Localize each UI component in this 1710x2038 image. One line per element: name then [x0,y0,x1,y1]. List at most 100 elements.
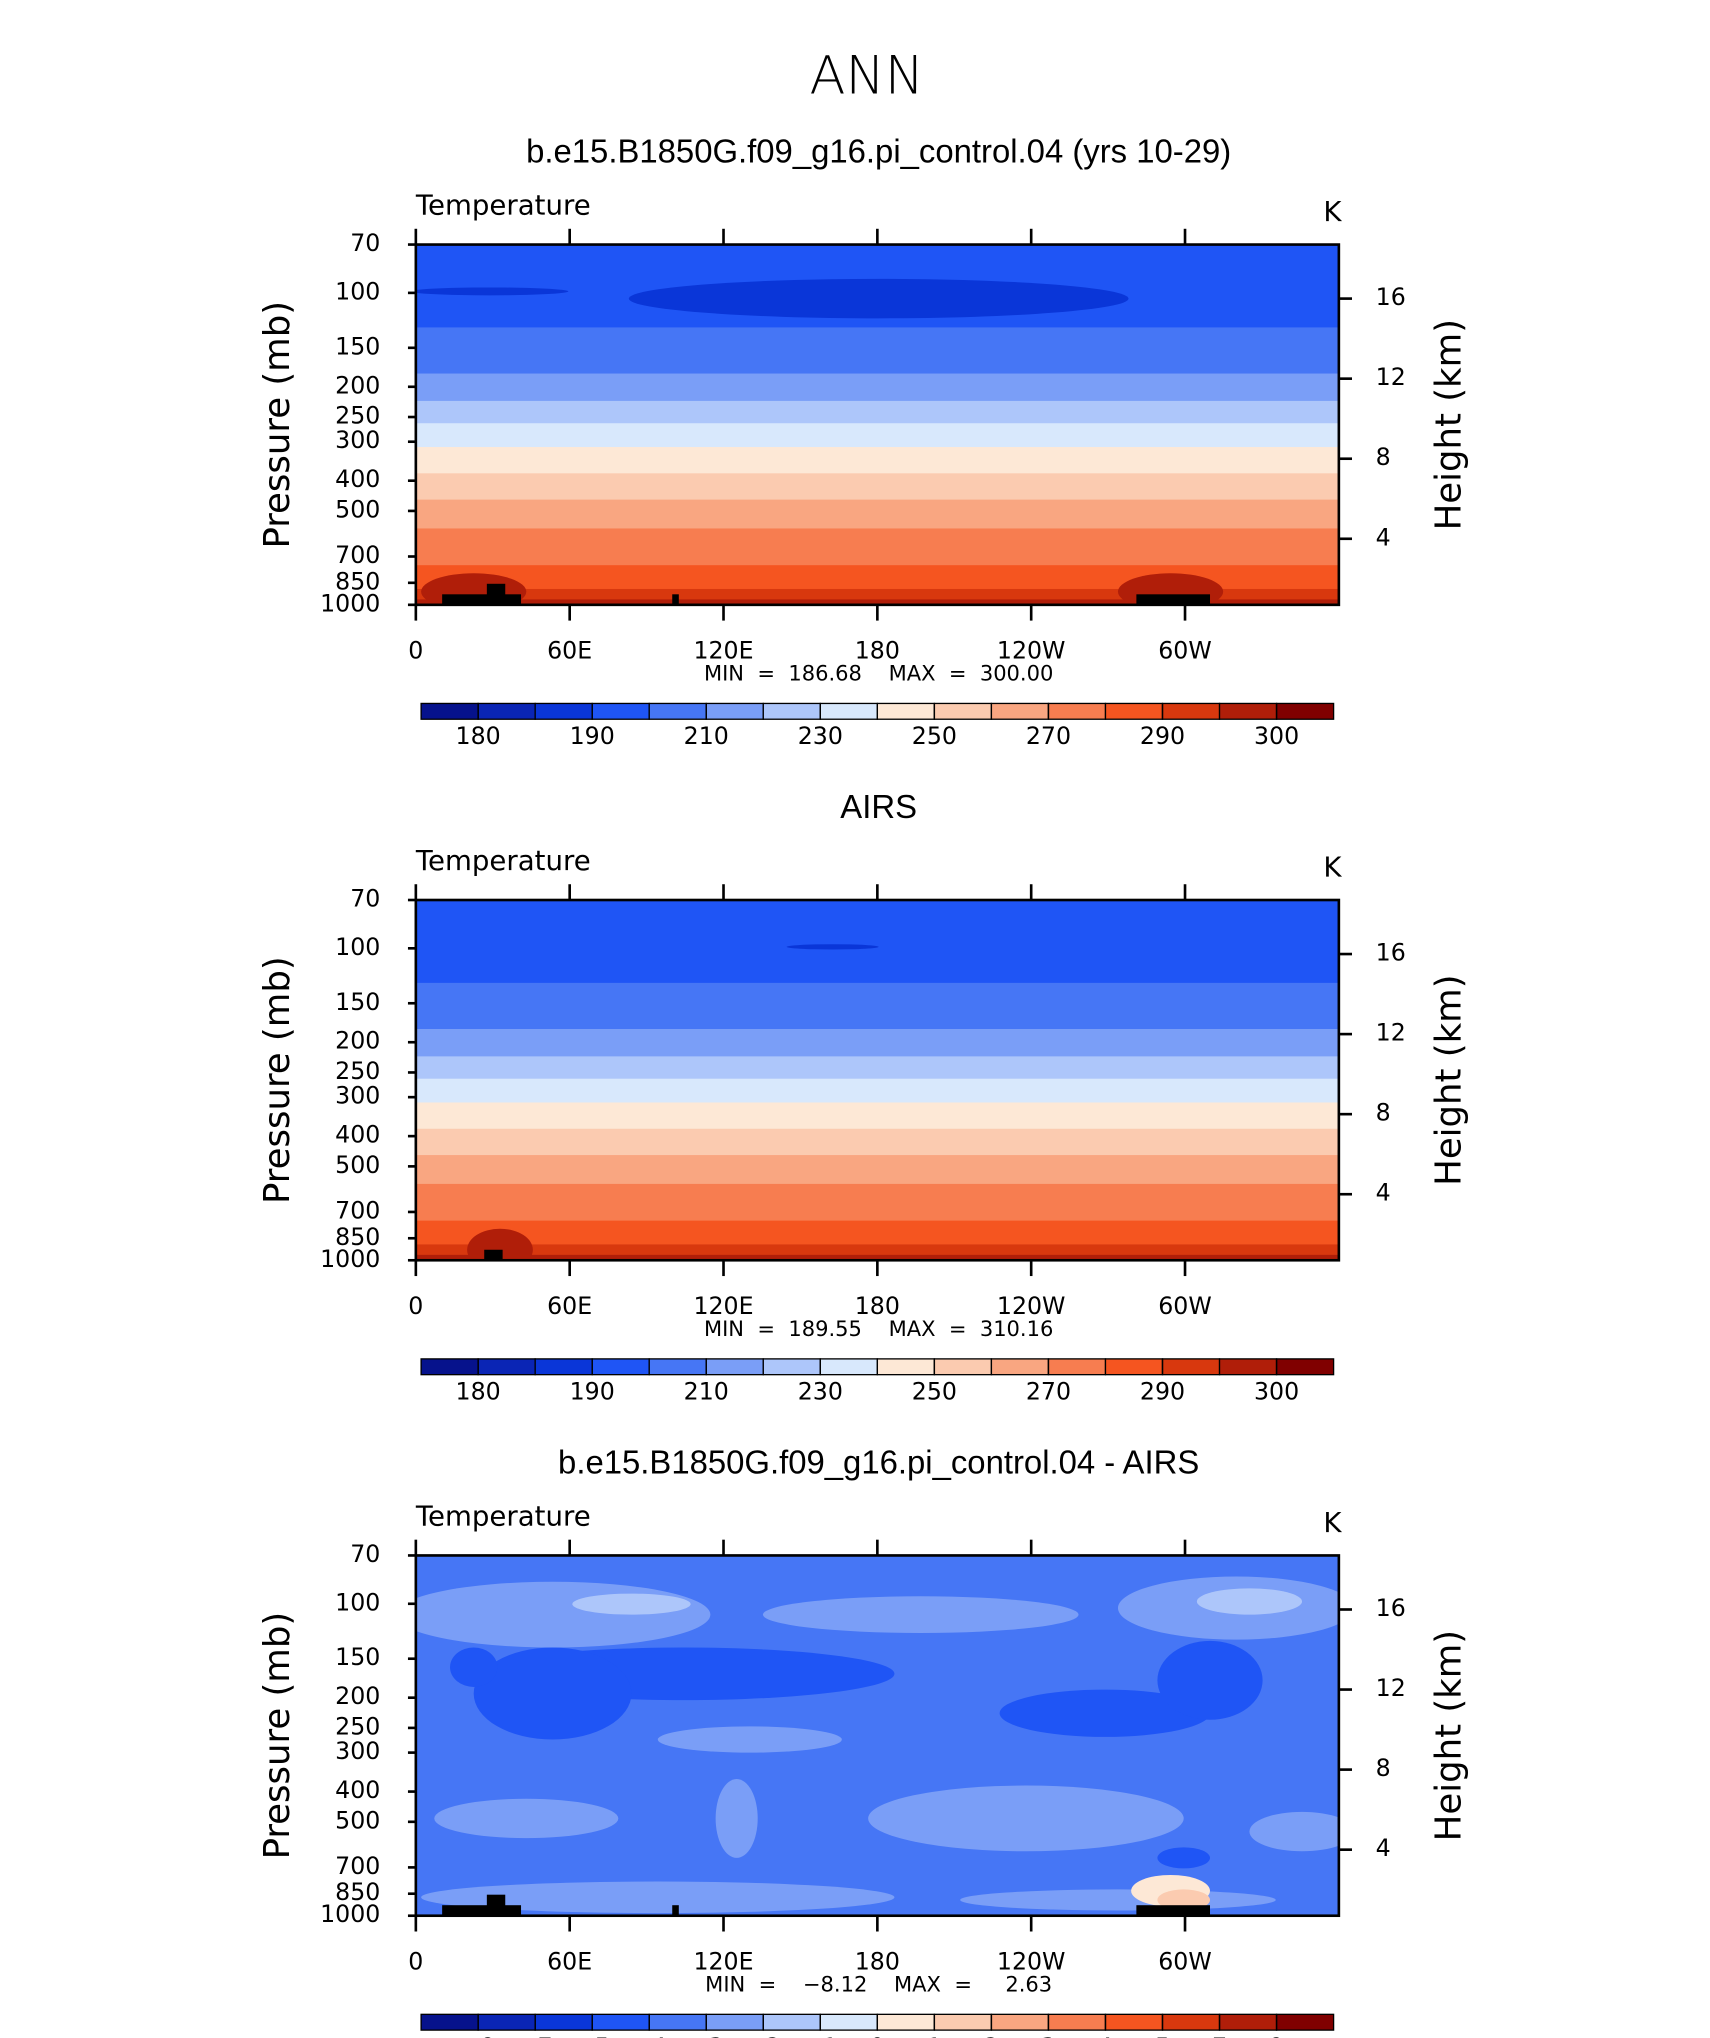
colorbar-label: 300 [1254,722,1299,750]
colorbar-box [591,2013,650,2031]
x-tick-label: 120E [693,1948,753,1976]
land-mask [1136,594,1211,605]
colorbar-label: 250 [912,1378,957,1406]
x-tick-label: 0 [408,637,423,665]
units-label: K [1323,1506,1342,1539]
colorbar-box [933,2013,993,2031]
contour-band [415,447,1339,474]
y2-tick-label: 16 [1376,283,1406,311]
y-tick-label: 200 [335,1027,380,1055]
y2-tick-label: 8 [1376,443,1391,471]
contour-patch [628,278,1129,319]
x-tick-label: 0 [408,1948,423,1976]
land-mask [484,1249,503,1261]
y-tick-label: 500 [335,1806,380,1834]
variable-label: Temperature [415,188,591,221]
colorbar-box [1275,702,1335,720]
y-tick-label: 400 [335,1121,380,1149]
colorbar-label: 190 [570,722,615,750]
colorbar-box [705,1358,764,1376]
contour-band [415,528,1339,566]
x-tick-label: 60W [1158,637,1211,665]
colorbar-box [420,702,479,720]
colorbar-box [990,1358,1050,1376]
contour-band [415,373,1339,402]
colorbar-box [876,1358,936,1376]
x-tick-label: 60E [547,637,592,665]
colorbar-box [1161,1358,1221,1376]
contour-patch [868,1785,1184,1852]
colorbar-label: 1 [927,2033,942,2038]
x-tick-label: 180 [855,637,900,665]
colorbar-label: −1 [803,2033,838,2038]
contour-band [415,327,1339,375]
y-tick-label: 70 [350,885,380,913]
contour-patch [657,1726,842,1753]
land-mask [672,594,679,605]
y-tick-label: 500 [335,1151,380,1179]
colorbar-box [1275,2013,1335,2031]
y2-tick-label: 4 [1376,1179,1391,1207]
y-tick-label: 300 [335,1737,380,1765]
contour-band [415,588,1339,601]
contour-band [415,400,1339,424]
y-tick-label: 150 [335,1643,380,1671]
field [415,1555,1339,1916]
contour-patch [572,1593,691,1615]
y2-axis-label: Height (km) [1429,1630,1470,1841]
variable-label: Temperature [415,844,591,877]
contour-patch [1157,1847,1211,1869]
contour-band [415,599,1339,605]
colorbar-box [1047,2013,1107,2031]
x-tick-label: 60W [1158,1948,1211,1976]
y-tick-label: 250 [335,1712,380,1740]
y2-tick-label: 16 [1376,939,1406,967]
colorbar-box [876,702,936,720]
colorbar-box [762,2013,821,2031]
x-tick-label: 120E [693,1292,753,1320]
units-label: K [1323,195,1342,228]
contour-band [415,473,1339,501]
colorbar-label: 2 [984,2033,999,2038]
field [415,900,1339,1261]
colorbar-label: 210 [684,722,729,750]
y-tick-label: 250 [335,1057,380,1085]
colorbar-label: 3 [1041,2033,1056,2038]
colorbar-box [990,2013,1050,2031]
y-axis-label: Pressure (mb) [257,1612,298,1860]
land-mask [486,1894,506,1916]
y-tick-label: 100 [335,933,380,961]
y-tick-label: 1000 [320,1245,380,1273]
y2-tick-label: 4 [1376,523,1391,551]
colorbar-box [990,702,1050,720]
contour-band [415,1244,1339,1256]
colorbar-label: 5 [1155,2033,1170,2038]
colorbar-box [762,1358,821,1376]
colorbar-box [1161,702,1221,720]
x-tick-label: 120E [693,637,753,665]
figure-title: ANN [810,46,925,107]
colorbar-box [705,2013,764,2031]
contour-patch [762,1596,1079,1634]
colorbar-box [819,1358,879,1376]
colorbar-box [534,702,593,720]
x-tick-label: 180 [855,1292,900,1320]
panel-title: b.e15.B1850G.f09_g16.pi_control.04 (yrs … [526,133,1231,170]
colorbar-label: 180 [456,722,501,750]
x-tick-label: 120W [997,637,1066,665]
colorbar-label: 9 [1269,2033,1284,2038]
y2-tick-label: 4 [1376,1834,1391,1862]
land-mask [486,583,506,605]
y-tick-label: 100 [335,277,380,305]
contour-band [415,982,1339,1030]
y-tick-label: 200 [335,371,380,399]
colorbar-label: 290 [1140,722,1185,750]
x-tick-label: 120W [997,1292,1066,1320]
colorbar-box [933,1358,993,1376]
contour-patch [415,287,569,296]
y-tick-label: 300 [335,426,380,454]
colorbar-box [1218,702,1278,720]
contour-band [415,1028,1339,1058]
y-tick-label: 700 [335,1196,380,1224]
